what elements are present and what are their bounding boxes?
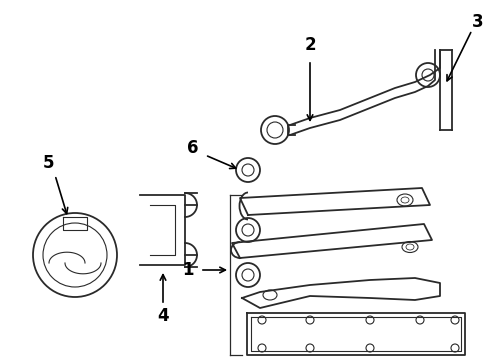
Text: 2: 2: [304, 36, 316, 54]
Text: 4: 4: [157, 307, 169, 325]
Text: 6: 6: [187, 139, 199, 157]
Text: 1: 1: [182, 261, 194, 279]
Text: 3: 3: [472, 13, 484, 31]
Text: 5: 5: [42, 154, 54, 172]
